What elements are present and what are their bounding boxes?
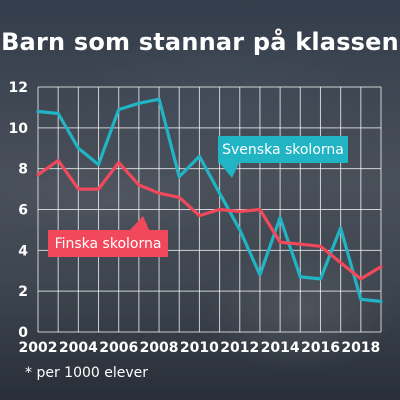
- svenska-label-pointer: [218, 161, 240, 178]
- svenska-series-line: [36, 97, 383, 303]
- y-tick-label: 10: [9, 121, 29, 137]
- x-tick-label: 2002: [19, 340, 58, 356]
- y-tick-label: 0: [18, 325, 28, 341]
- finska-label-pointer: [128, 216, 150, 232]
- x-tick-label: 2010: [180, 340, 219, 356]
- finska-series-label: Finska skolorna: [55, 236, 162, 252]
- x-tick-label: 2018: [341, 340, 380, 356]
- x-tick-label: 2006: [99, 340, 138, 356]
- x-tick-label: 2012: [220, 340, 259, 356]
- x-tick-label: 2016: [301, 340, 340, 356]
- y-tick-label: 12: [9, 80, 28, 96]
- x-tick-label: 2004: [59, 340, 98, 356]
- svenska-series-label: Svenska skolorna: [222, 142, 344, 158]
- y-tick-label: 8: [18, 162, 28, 178]
- finska-label-box: [48, 230, 168, 257]
- y-tick-label: 2: [18, 284, 28, 300]
- x-tick-label: 2008: [140, 340, 179, 356]
- finska-series-line: [36, 158, 383, 281]
- y-tick-label: 6: [18, 203, 28, 219]
- footnote: * per 1000 elever: [25, 365, 149, 381]
- chart-title: Barn som stannar på klassen: [1, 28, 399, 56]
- y-tick-label: 4: [18, 243, 28, 259]
- svenska-label-box: [218, 136, 348, 163]
- x-tick-label: 2014: [261, 340, 300, 356]
